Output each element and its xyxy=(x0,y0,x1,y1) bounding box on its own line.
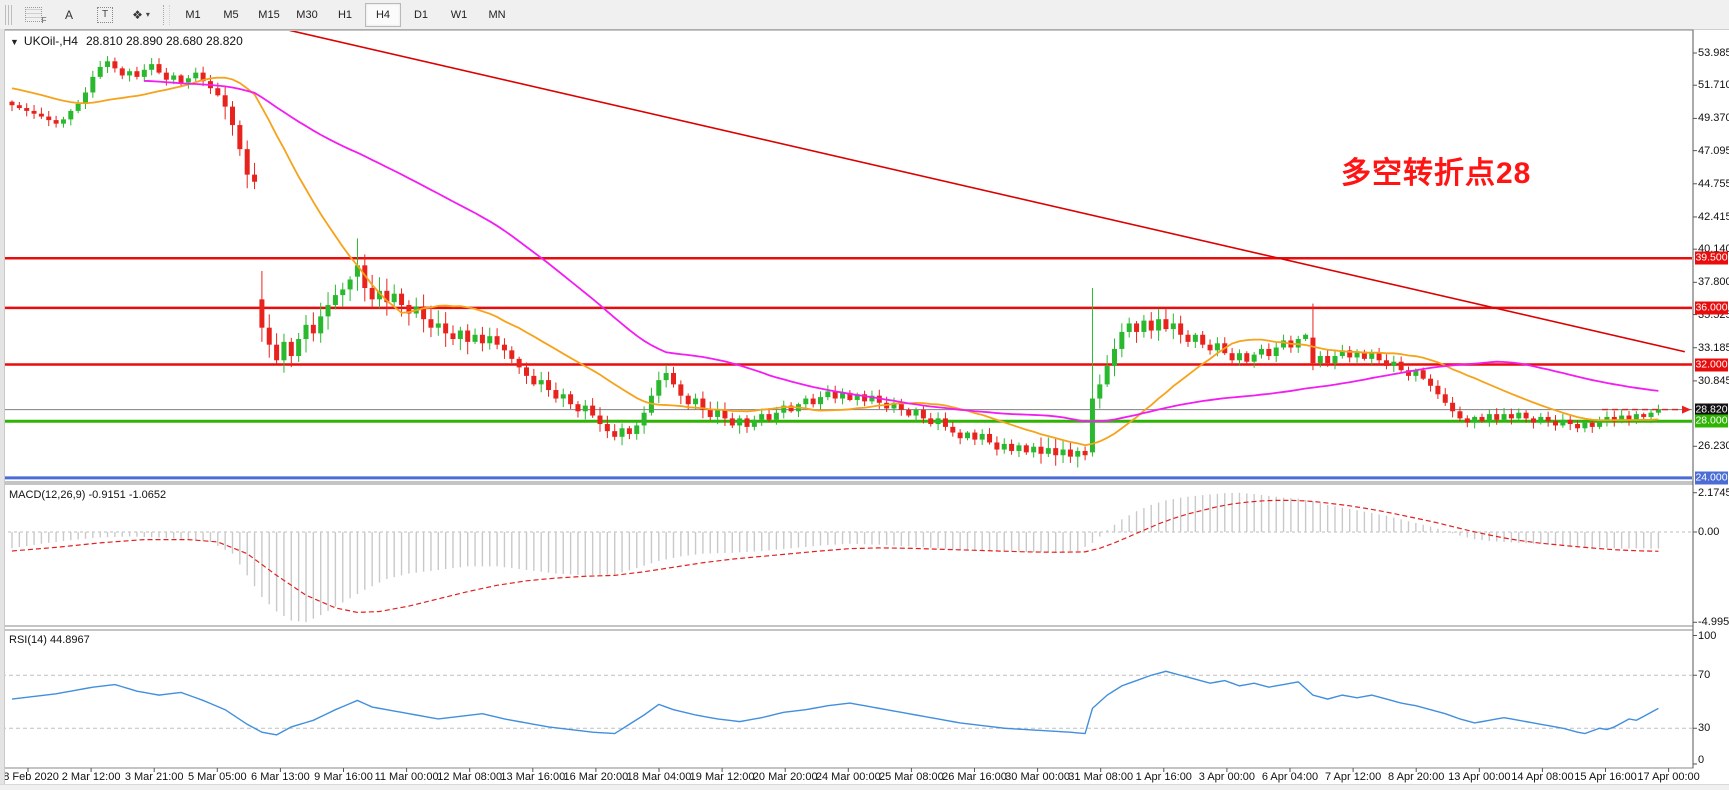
rsi-label: RSI(14) 44.8967 xyxy=(9,634,90,646)
chevron-down-icon: ▾ xyxy=(145,10,150,19)
timeframe-button-h1[interactable]: H1 xyxy=(337,8,353,21)
rsi-value: 44.8967 xyxy=(49,634,90,646)
timeframe-button-w1[interactable]: W1 xyxy=(450,8,468,21)
arrow-tool-button[interactable]: A xyxy=(64,7,73,22)
timeframe-button-mn[interactable]: MN xyxy=(488,8,506,21)
macd-label: MACD(12,26,9) -0.9151 -1.0652 xyxy=(9,489,167,501)
macd-values: -0.9151 -1.0652 xyxy=(88,489,167,501)
ohlc-values: 28.810 28.890 28.680 28.820 xyxy=(85,34,243,48)
symbol-name: UKOil-,H4 xyxy=(23,34,78,48)
objects-icon: ❖ xyxy=(132,7,143,22)
toolbar-grip[interactable] xyxy=(5,4,12,25)
text-tool-button[interactable]: T xyxy=(88,3,122,27)
chart-title: ▼ UKOil-,H4 28.810 28.890 28.680 28.820 xyxy=(10,34,243,48)
timeframe-button-d1[interactable]: D1 xyxy=(413,8,429,21)
text-box-icon: T xyxy=(97,6,113,23)
objects-tool-button[interactable]: ❖ ▾ xyxy=(124,3,158,27)
timeframe-button-m1[interactable]: M1 xyxy=(185,8,201,21)
window-left-edge xyxy=(0,29,5,790)
symbol-dropdown-icon[interactable]: ▼ xyxy=(10,37,19,47)
window-bottom-strip xyxy=(0,784,1729,790)
chart-annotation-text[interactable]: 多空转折点28 xyxy=(1341,157,1532,190)
timeframe-button-h4[interactable]: H4 xyxy=(365,2,401,27)
grid-icon: F xyxy=(24,7,47,25)
timeframe-button-m5[interactable]: M5 xyxy=(223,8,239,21)
timeframe-bar: M1 M5 M15 M30 H1 H4 D1 W1 MN xyxy=(174,2,516,27)
timeframe-button-m30[interactable]: M30 xyxy=(296,8,318,21)
timeframe-button-m15[interactable]: M15 xyxy=(258,8,280,21)
chart-toolbar: F A T ❖ ▾ M1 M5 M15 M30 H1 H4 D1 W1 MN xyxy=(0,0,1729,30)
crosshair-grid-button[interactable]: F xyxy=(16,3,50,27)
toolbar-separator xyxy=(163,4,170,25)
